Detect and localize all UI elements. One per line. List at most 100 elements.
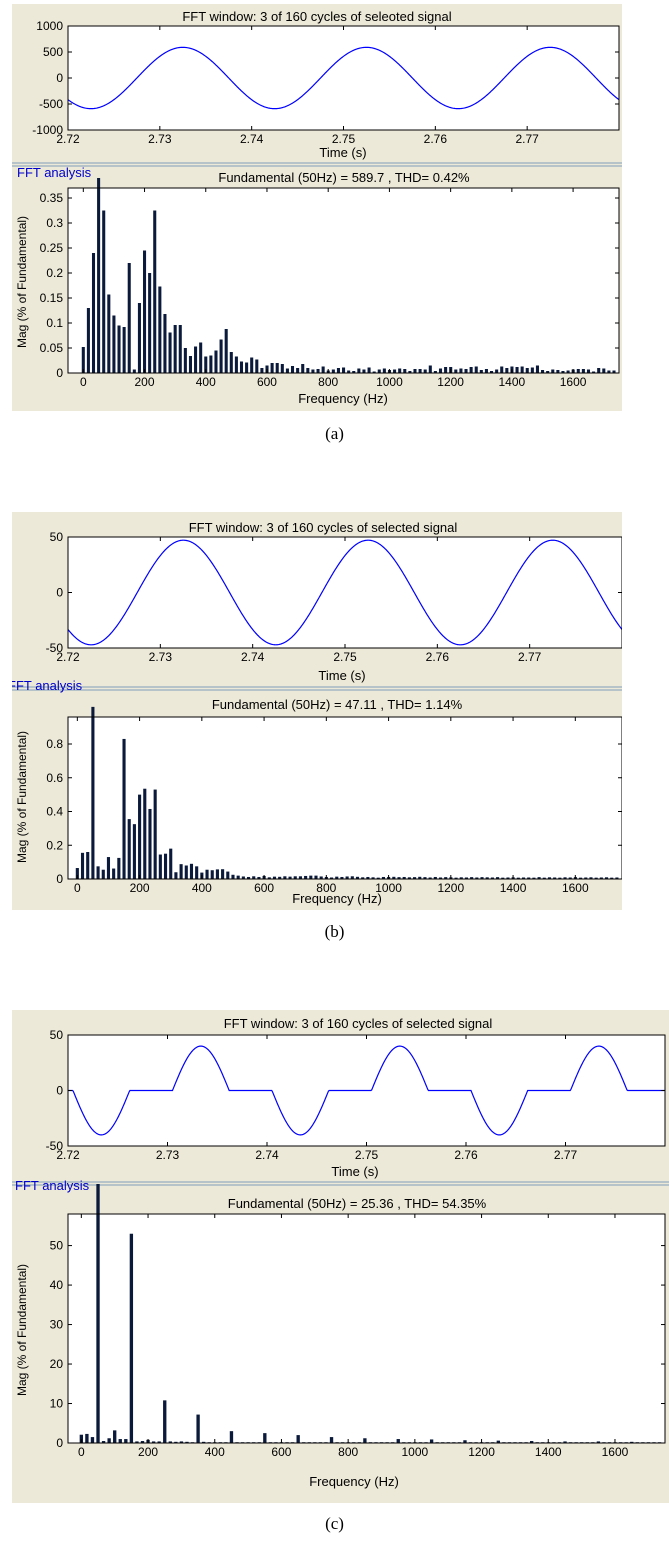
fft-bar — [113, 1430, 117, 1443]
fft-bar — [209, 355, 213, 373]
fft-bar — [81, 347, 85, 373]
fft-bar — [306, 368, 310, 373]
fft-bar — [392, 876, 396, 879]
fft-bar — [521, 877, 526, 879]
fft-bar — [112, 315, 116, 373]
fft-bar — [490, 371, 494, 373]
x-tick-label: 2.77 — [515, 132, 539, 146]
fft-bar — [199, 342, 203, 373]
fft-bar — [342, 367, 346, 373]
fft-bar — [80, 852, 85, 879]
x-tick-label: 2.74 — [255, 1148, 279, 1162]
y-tick-label: 50 — [50, 1028, 64, 1042]
fft-bar — [85, 1433, 89, 1443]
x-tick-label: 1200 — [437, 375, 464, 389]
y-tick-label: 0.3 — [46, 216, 63, 230]
fft-bar — [335, 876, 339, 879]
fft-bar — [96, 1184, 100, 1443]
fft-bar — [101, 869, 105, 879]
x-tick-label: 2.76 — [454, 1148, 478, 1162]
fft-bar — [301, 364, 305, 373]
fft-bar — [496, 877, 500, 879]
x-tick-label: 600 — [254, 881, 274, 895]
fft-bar — [429, 1439, 434, 1443]
fft-bar — [132, 824, 136, 879]
fft-plot-ylabel: Mag (% of Fundamental) — [15, 731, 29, 863]
fft-plot-title: Fundamental (50Hz) = 589.7 , THD= 0.42% — [218, 170, 470, 185]
time-plot-xlabel: Time (s) — [318, 668, 365, 683]
fft-bar — [553, 877, 557, 879]
fft-bar — [75, 868, 79, 879]
fft-bar — [168, 332, 172, 373]
fft-bar — [428, 365, 432, 373]
fft-bar — [459, 877, 463, 879]
fft-bar — [377, 369, 381, 373]
fft-bar — [148, 808, 152, 879]
fft-plot-xlabel: Frequency (Hz) — [309, 1474, 399, 1489]
y-tick-label: -50 — [46, 641, 64, 655]
fft-bar — [474, 366, 478, 373]
fft-bar — [102, 210, 106, 373]
fft-bar — [275, 363, 279, 373]
x-tick-label: 800 — [318, 375, 338, 389]
time-plot-title: FFT window: 3 of 160 cycles of seleoted … — [182, 9, 451, 24]
x-tick-label: 200 — [135, 375, 155, 389]
fft-bar — [309, 875, 313, 879]
y-tick-label: 0 — [56, 71, 63, 85]
fft-bar — [363, 1438, 367, 1443]
fft-bar — [376, 877, 380, 879]
fft-bar — [398, 368, 402, 373]
fft-bar — [127, 819, 131, 879]
fft-bar — [184, 865, 188, 879]
y-tick-label: 20 — [50, 1357, 64, 1371]
fft-bar — [229, 1431, 234, 1443]
fft-bar — [169, 848, 173, 879]
fft-bar — [229, 352, 233, 373]
y-tick-label: 0 — [56, 586, 63, 600]
fft-bar — [210, 870, 214, 879]
x-tick-label: 400 — [196, 375, 216, 389]
caption-a: (a) — [325, 424, 344, 443]
x-tick-label: 2.77 — [554, 1148, 578, 1162]
x-tick-label: 2.77 — [518, 650, 542, 664]
y-tick-label: 0.15 — [40, 291, 64, 305]
fft-bar — [285, 368, 289, 373]
fft-bar — [257, 876, 261, 879]
fft-bar — [535, 365, 539, 373]
x-tick-label: 2.76 — [426, 650, 450, 664]
fft-bar — [403, 369, 407, 373]
fft-bar — [280, 364, 284, 373]
y-tick-label: 0.05 — [40, 341, 64, 355]
fft-bar — [594, 877, 598, 879]
fft-bar — [423, 877, 427, 879]
fft-bar — [260, 368, 264, 373]
fft-bar — [464, 877, 469, 879]
panel-b-svg: FFT window: 3 of 160 cycles of selected … — [12, 520, 622, 906]
fft-bar — [118, 1439, 122, 1443]
y-tick-label: 0.4 — [46, 805, 63, 819]
x-tick-label: 1200 — [468, 1445, 495, 1459]
fft-bar — [589, 877, 593, 879]
fft-bar — [530, 367, 534, 373]
fft-bar — [382, 368, 386, 373]
caption-b: (b) — [324, 922, 345, 941]
fft-bar — [352, 371, 356, 373]
y-tick-label: 1000 — [36, 19, 63, 33]
fft-bar — [495, 369, 499, 373]
x-tick-label: 0 — [80, 375, 87, 389]
fft-bar — [163, 1400, 167, 1443]
fft-bar — [304, 875, 308, 879]
fft-plot-ylabel: Mag (% of Fundamental) — [15, 1264, 29, 1396]
fft-bar — [117, 857, 121, 879]
y-tick-label: 0 — [56, 872, 63, 886]
fft-bar — [566, 370, 570, 373]
fft-bar — [316, 369, 320, 373]
fft-bar — [226, 871, 230, 879]
x-tick-label: 1600 — [602, 1445, 629, 1459]
fft-bar — [444, 367, 448, 373]
fft-bar — [290, 366, 295, 373]
fft-bar — [484, 369, 488, 373]
fft-bar — [367, 367, 371, 373]
x-tick-label: 1600 — [560, 375, 587, 389]
fft-bar — [579, 877, 583, 879]
